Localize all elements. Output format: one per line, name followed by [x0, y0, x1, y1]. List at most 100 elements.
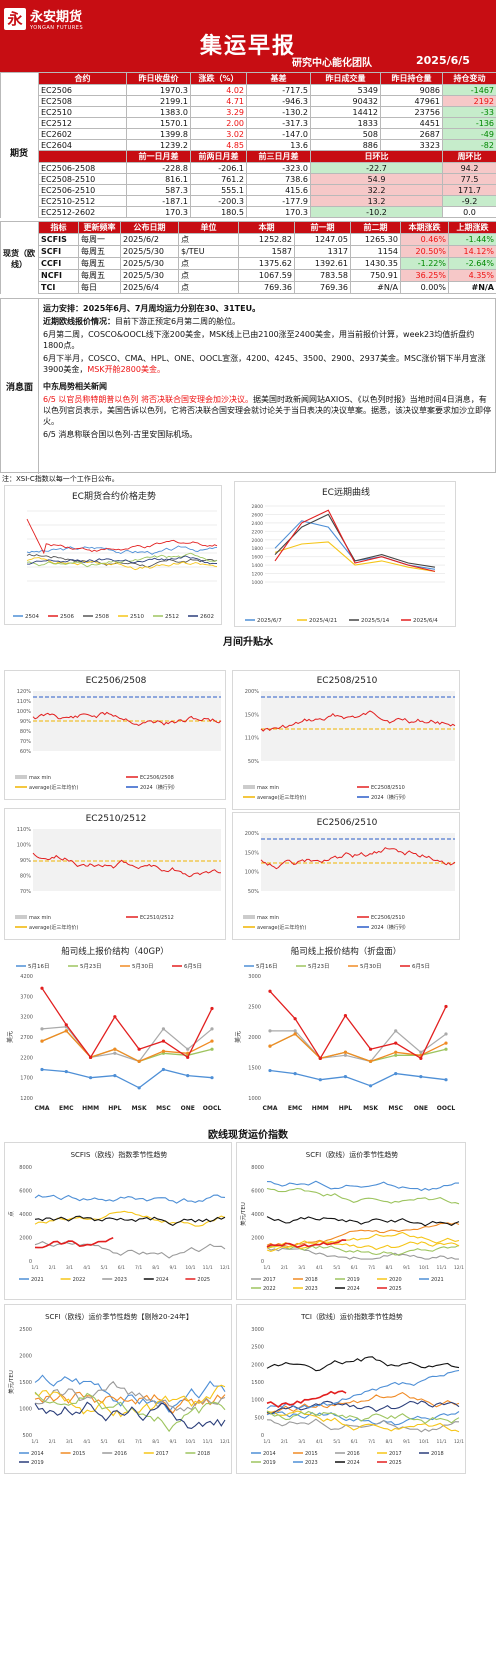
point: [293, 1029, 297, 1033]
y-tick: 60%: [20, 749, 31, 755]
point: [161, 1067, 166, 1072]
y-label: 美元/TEU: [239, 1202, 247, 1226]
series-5月30日: [41, 1030, 213, 1063]
season-2016: [266, 1418, 460, 1433]
y-tick: 1800: [252, 546, 264, 552]
spot-cell: 4.35%: [448, 269, 496, 282]
futures-cell: 1239.2: [126, 139, 191, 151]
chart-title: EC2506/2508: [86, 676, 147, 686]
chart-ec2506-2510: EC2506/2510 200% 150% 100% 50% max min EC2506/…: [232, 812, 460, 940]
spot-cell: 14.12%: [448, 245, 496, 258]
legend-label: 5月16日: [28, 963, 50, 970]
legend-label: 2025: [389, 1286, 402, 1292]
point: [444, 1004, 448, 1009]
spread-cell: -200.3: [190, 195, 247, 207]
x-tick: CMA: [262, 1105, 277, 1112]
y-tick: 2200: [252, 529, 264, 535]
spot-row: CCFI 每周五 2025/5/30 点 1375.62 1392.61 1430.35 -1…: [0, 257, 496, 270]
point: [64, 1069, 68, 1074]
spread-cell: -187.1: [126, 195, 191, 207]
point: [40, 1067, 44, 1072]
curve-2025/6/4: [274, 509, 436, 572]
futures-cell: 1833: [310, 117, 381, 129]
news-mideast-title: 中东局势相关新闻: [43, 382, 107, 391]
futures-cell: 3.29: [190, 106, 247, 118]
spot-cell: -1.22%: [400, 257, 449, 270]
legend-label: 2602: [200, 614, 214, 620]
col-head: 指标: [38, 221, 79, 234]
futures-section-label: 期货: [9, 149, 28, 159]
season-2014: [266, 1411, 460, 1426]
x-tick: 6/1: [118, 1439, 125, 1445]
x-tick: 9/1: [170, 1439, 177, 1445]
point: [113, 1015, 117, 1019]
y-tick: 2000: [248, 1035, 261, 1041]
point: [40, 986, 44, 990]
spread-series: [32, 852, 222, 878]
point: [394, 1041, 398, 1045]
spread-series: [260, 710, 456, 732]
legend-label: 2025/6/4: [413, 618, 438, 624]
spread-cell: 170.3: [126, 206, 191, 218]
futures-row: EC2510 1383.0 3.29 -130.2 14412 23756 -33: [0, 106, 496, 118]
spread-cell: EC2512-2602: [38, 206, 127, 218]
y-tick: 200%: [245, 689, 260, 695]
spread-cell: 555.1: [190, 184, 247, 196]
company-logo: 永 永安期货 YONGAN FUTURES: [4, 6, 83, 31]
y-label: 美元/TEU: [7, 1370, 15, 1394]
point: [161, 1039, 166, 1043]
season-2017: [266, 1247, 459, 1260]
news-week2: 6月第二周，COSCO&OOCL线下涨200美金，MSK线上已由2100涨至24…: [43, 330, 475, 350]
spot-cell: 769.36: [238, 281, 295, 294]
legend-label: 2017: [156, 1451, 169, 1457]
range-band: [261, 691, 455, 761]
series-2512: [26, 552, 218, 568]
legend-label: 2018: [197, 1451, 210, 1457]
legend-label: 2025: [197, 1277, 210, 1283]
point: [40, 1039, 44, 1043]
chart-title: 船司线上报价结构（40GP）: [61, 946, 169, 957]
legend-label: 2019: [347, 1277, 360, 1283]
chart-title: SCFI（欧线）运价季节性趋势: [306, 1150, 398, 1159]
spot-cell: 每日: [78, 281, 121, 294]
x-tick: EMC: [59, 1105, 74, 1112]
report-date: 2025/6/5: [416, 54, 470, 67]
spread-row: EC2506-2510 587.3 555.1 415.6 32.2 171.7: [0, 184, 496, 196]
spread-cell: 13.2: [310, 195, 443, 207]
x-tick: 11/1: [203, 1439, 213, 1445]
spread-header-row: 前一日月差 前两日月差 前三日月差 日环比 周环比: [0, 150, 496, 163]
legend-label: 6月5日: [412, 963, 430, 970]
futures-cell: 3.02: [190, 128, 247, 140]
x-tick: 10/1: [419, 1265, 429, 1271]
spot-cell: 1252.82: [238, 233, 295, 246]
x-tick: 5/1: [100, 1439, 107, 1445]
x-tick: 2/1: [49, 1439, 56, 1445]
spread-cell: 180.5: [190, 206, 247, 218]
x-tick: 9/1: [403, 1265, 410, 1271]
y-tick: 1000: [19, 1407, 32, 1413]
point: [113, 1074, 117, 1078]
futures-cell: -717.5: [246, 84, 311, 96]
spot-header-row: 指标 更新频率 公布日期 单位 本期 前一期 前二期 本期涨跌 上期涨跌: [0, 221, 496, 234]
chart-title: EC远期曲线: [322, 486, 370, 498]
futures-cell: -946.3: [246, 95, 311, 107]
chart-carrier-40gp: 船司线上报价结构（40GP） 5月16日 5月23日 5月30日 6月5日 4200 370…: [4, 944, 226, 1122]
legend-label: 2024: [347, 1286, 360, 1292]
point: [137, 1086, 141, 1090]
chart-ec2508-2510: EC2508/2510 200% 150% 110% 50% max min EC2508/…: [232, 670, 460, 810]
spot-cell: NCFI: [38, 269, 79, 282]
x-tick: 7/1: [135, 1265, 142, 1271]
point: [210, 1076, 214, 1080]
x-tick: 1/1: [31, 1265, 38, 1271]
spot-cell: 2025/5/30: [120, 257, 179, 270]
futures-cell: 2.00: [190, 117, 247, 129]
spread-series: [260, 847, 456, 870]
y-tick: 1200: [20, 1096, 33, 1102]
spread-cell: -177.9: [246, 195, 311, 207]
chart-title: SCFI（欧线）运价季节性趋势【剔除20-24年】: [45, 1312, 193, 1321]
x-tick: 7/1: [368, 1265, 375, 1271]
futures-table: 合约 昨日收盘价 涨跌（%） 基差 昨日成交量 昨日持仓量 持仓变动 EC250…: [0, 72, 496, 218]
futures-cell: -130.2: [246, 106, 311, 118]
futures-row: EC2512 1570.1 2.00 -317.3 1833 4451 -136: [0, 117, 496, 129]
series-2602: [26, 555, 218, 565]
